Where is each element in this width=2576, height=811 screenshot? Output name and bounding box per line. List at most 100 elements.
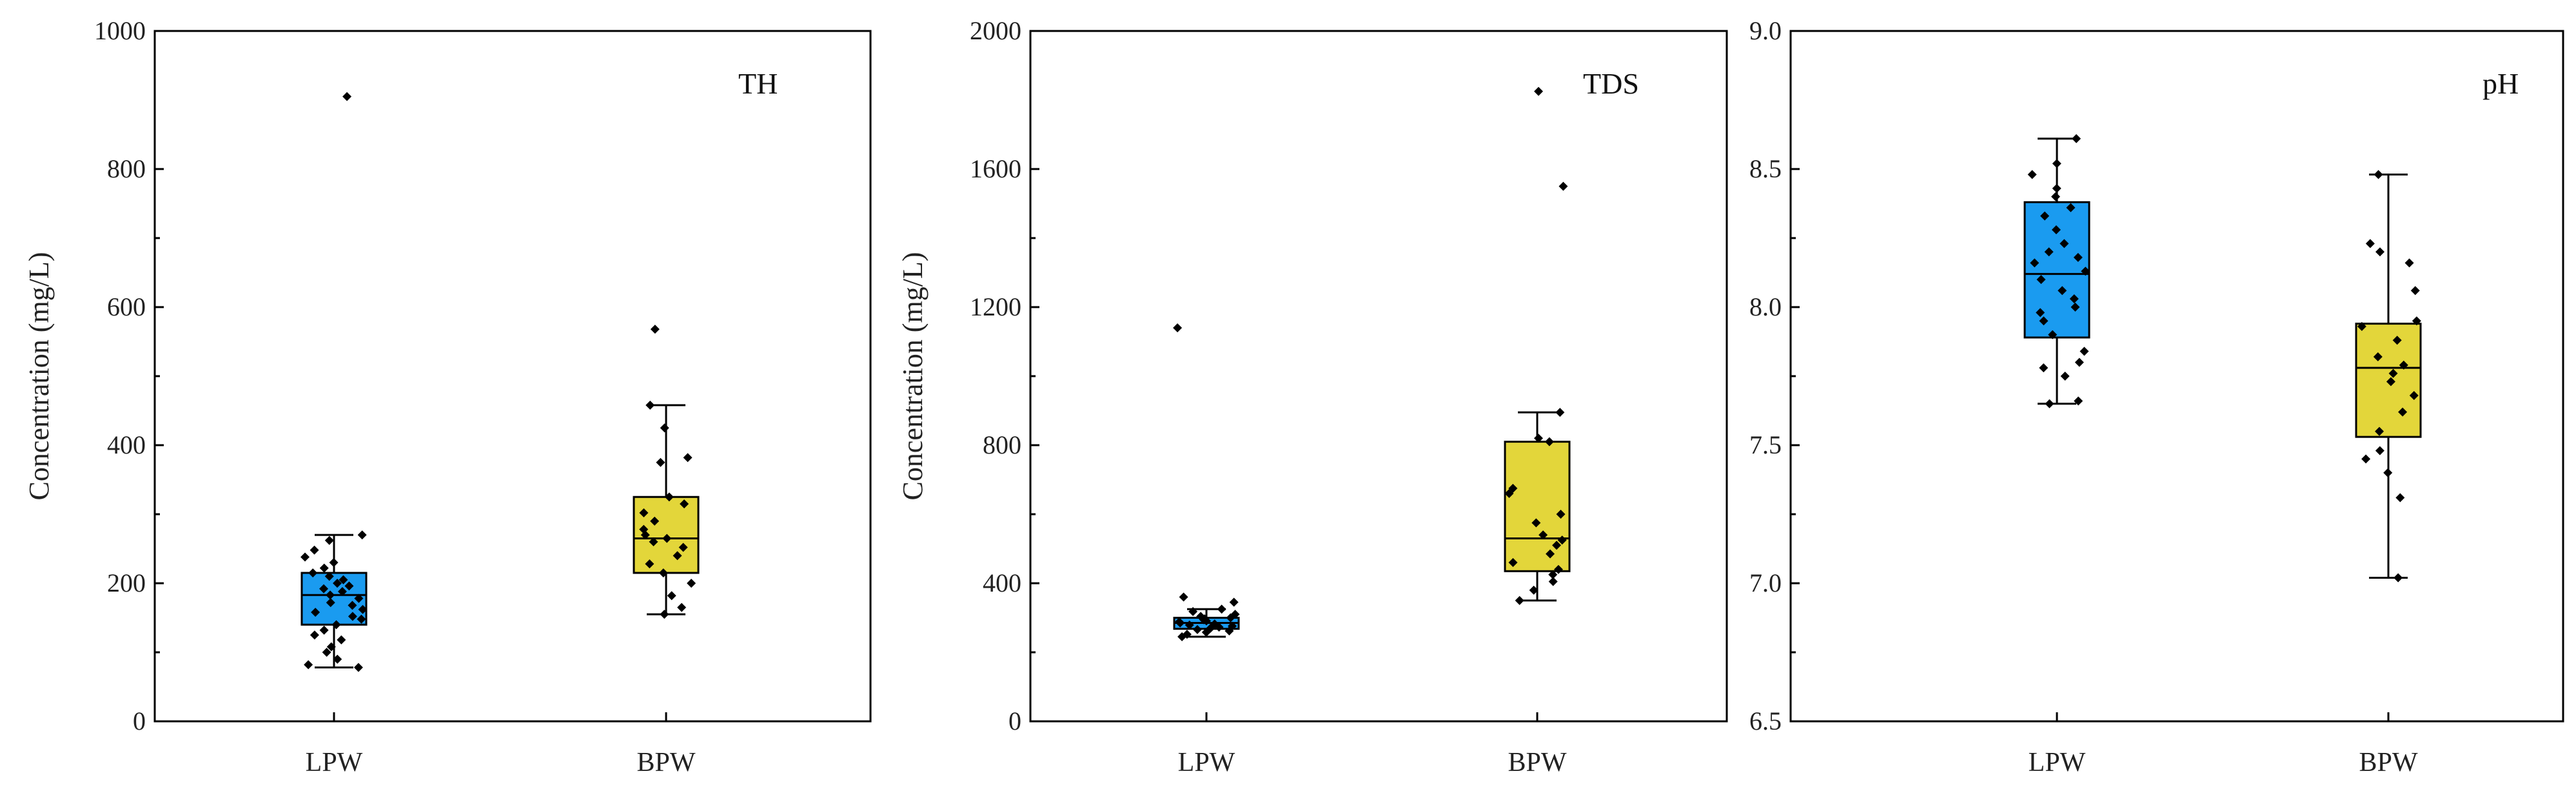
data-point-bpw [2375,426,2384,436]
y-tick-label: 7.5 [1749,430,1782,459]
data-point-bpw [687,579,696,588]
y-tick-label: 1200 [970,292,1021,321]
plot-frame [153,30,872,723]
data-point-bpw [673,551,682,561]
data-point-bpw [658,568,668,577]
data-point-bpw [1555,408,1565,417]
data-point-lpw [2048,330,2058,339]
data-point-lpw [1217,605,1226,614]
y-tick-label: 400 [983,568,1021,597]
y-tick-label: 8.5 [1749,154,1782,183]
data-point-bpw [2395,493,2405,503]
y-tick-label: 9.0 [1749,16,1782,45]
y-tick-label: 8.0 [1749,292,1782,321]
data-point-bpw [1515,596,1524,605]
y-tick-label: 600 [107,292,146,321]
data-point-bpw [2383,468,2393,477]
data-point-bpw [660,610,669,619]
data-point-lpw [2027,170,2037,179]
x-tick-label-lpw: LPW [306,748,363,777]
data-point-lpw [333,654,342,664]
data-point-bpw [1552,541,1562,550]
data-point-bpw [2373,352,2383,362]
data-point-lpw [1229,597,1239,607]
data-point-lpw [300,552,310,562]
y-tick-label: 1000 [94,16,146,45]
data-point-lpw [2066,203,2076,212]
data-point-bpw [650,325,660,334]
data-point-lpw [1192,625,1202,634]
data-point-lpw [337,635,346,645]
y-tick-label: 400 [107,430,146,459]
data-point-bpw [1548,577,1558,586]
data-point-lpw [2074,357,2084,367]
data-point-bpw [664,492,674,502]
data-point-lpw [331,620,341,630]
data-point-bpw [1539,530,1548,540]
data-point-lpw [2036,308,2045,317]
plot-frame [1029,30,1728,723]
data-point-lpw [326,590,335,600]
y-tick-label: 7.0 [1749,568,1782,597]
data-point-lpw [2073,252,2083,262]
data-point-lpw [348,612,357,621]
data-point-lpw [1179,592,1188,602]
data-point-lpw [2050,192,2060,201]
y-tick-label: 1600 [970,154,1021,183]
data-point-bpw [2409,390,2419,400]
data-point-bpw [656,457,665,467]
data-point-bpw [2357,321,2366,331]
data-point-lpw [2081,266,2090,276]
data-point-lpw [1188,606,1198,616]
data-point-lpw [1173,323,1183,333]
data-point-bpw [1529,585,1539,595]
y-tick-label: 200 [107,568,146,597]
data-point-bpw [1508,557,1518,567]
data-point-bpw [2386,377,2395,386]
data-point-lpw [326,642,336,652]
data-point-bpw [677,603,687,612]
plot-frame [1789,30,2564,723]
data-point-lpw [310,630,319,640]
data-point-lpw [308,568,318,577]
data-point-bpw [2398,407,2408,417]
data-point-bpw [2394,573,2403,583]
y-tick-label: 0 [133,706,146,736]
data-point-lpw [2039,363,2049,373]
panel-title: pH [2483,67,2519,100]
data-point-lpw [1185,620,1194,630]
data-point-bpw [1533,434,1543,443]
x-tick-label-bpw: BPW [1508,748,1566,777]
data-point-bpw [639,508,649,517]
box-lpw [2023,201,2090,339]
data-point-bpw [639,525,649,534]
data-point-lpw [324,572,334,581]
data-point-lpw [2060,372,2070,381]
data-point-bpw [2361,454,2371,464]
data-point-lpw [357,614,366,624]
data-point-lpw [319,625,329,635]
data-point-bpw [2410,286,2420,295]
data-point-bpw [1557,536,1567,545]
data-point-lpw [2030,258,2040,268]
data-point-lpw [304,660,313,670]
data-point-lpw [2072,134,2081,143]
data-point-bpw [2404,258,2414,268]
data-point-lpw [324,536,334,545]
y-tick-label: 6.5 [1749,706,1782,736]
data-point-lpw [353,663,363,672]
data-point-lpw [322,648,331,657]
data-point-lpw [1230,610,1240,619]
data-point-lpw [339,575,348,585]
data-point-lpw [2044,247,2054,257]
data-point-lpw [2051,225,2061,235]
data-point-bpw [662,534,672,543]
data-point-bpw [2375,247,2385,257]
y-axis-label: Concentration (mg/L) [23,252,55,501]
data-point-lpw [2069,294,2079,304]
data-point-lpw [2058,286,2067,295]
data-point-lpw [1210,619,1219,629]
data-point-lpw [358,605,368,614]
data-point-bpw [2399,360,2408,370]
